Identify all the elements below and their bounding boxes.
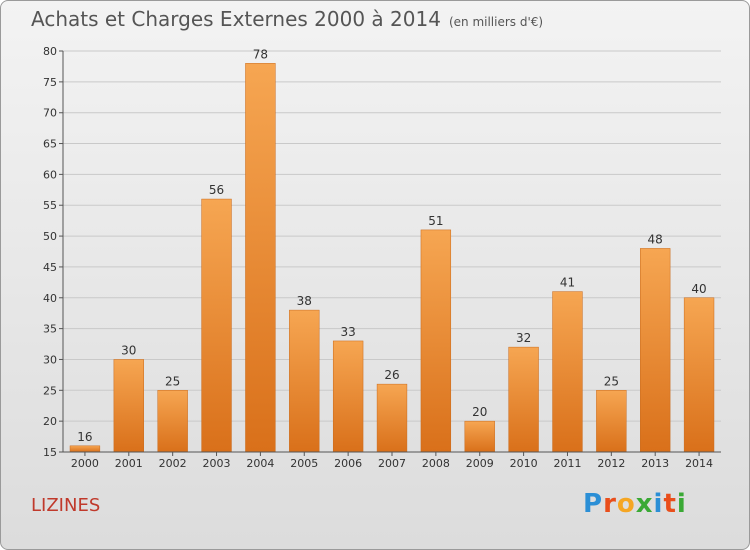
- logo-letter: i: [676, 489, 687, 519]
- x-tick-label: 2010: [510, 457, 538, 470]
- bar-value-label: 30: [121, 343, 136, 357]
- commune-name: LIZINES: [31, 495, 101, 516]
- bar-value-label: 78: [253, 47, 268, 61]
- bar-value-label: 56: [209, 183, 224, 197]
- x-tick-label: 2006: [334, 457, 362, 470]
- bar: [596, 390, 627, 453]
- bar: [69, 445, 101, 453]
- bar: [376, 383, 408, 453]
- x-tick-label: 2003: [203, 457, 231, 470]
- y-tick-label: 15: [43, 446, 57, 459]
- bar: [508, 346, 539, 453]
- bar-value-label: 26: [384, 368, 399, 382]
- x-tick-label: 2007: [378, 457, 406, 470]
- bar: [464, 420, 495, 453]
- y-tick-label: 20: [43, 415, 57, 428]
- axes: 15 20 25 30 35 40 45 50 55 60 65 70 75 80 2000 2001 2002…: [43, 45, 721, 470]
- y-tick-label: 80: [43, 45, 57, 58]
- y-tick-label: 50: [43, 230, 57, 243]
- y-tick-label: 35: [43, 323, 57, 336]
- x-tick-label: 2009: [466, 457, 494, 470]
- logo-letter: i: [653, 489, 664, 519]
- title-unit: (en milliers d'€): [448, 15, 544, 29]
- bar-value-label: 25: [165, 374, 180, 388]
- bar: [683, 297, 715, 453]
- bar-value-label: 33: [340, 325, 355, 339]
- x-tick-label: 2005: [290, 457, 318, 470]
- bar-value-label: 25: [604, 374, 619, 388]
- x-tick-label: 2000: [71, 457, 99, 470]
- bar: [113, 359, 144, 453]
- x-tick-label: 2013: [641, 457, 669, 470]
- bar: [552, 291, 583, 453]
- logo-letter: o: [616, 489, 636, 519]
- y-tick-label: 75: [43, 76, 57, 89]
- x-tick-label: 2014: [685, 457, 713, 470]
- y-tick-label: 55: [43, 199, 57, 212]
- bar-value-label: 20: [472, 405, 487, 419]
- x-tick-label: 2004: [246, 457, 274, 470]
- x-tick-label: 2008: [422, 457, 450, 470]
- bar-value-label: 16: [77, 430, 92, 444]
- bar-value-label: 40: [691, 282, 706, 296]
- logo-letter: t: [663, 489, 677, 519]
- logo-letter: P: [583, 489, 604, 519]
- bar-value-label: 51: [428, 214, 443, 228]
- x-tick-label: 2002: [159, 457, 187, 470]
- bar: [640, 248, 671, 453]
- bar: [289, 309, 320, 453]
- logo-letter: x: [635, 489, 654, 519]
- bar-value-label: 38: [297, 294, 312, 308]
- y-tick-label: 65: [43, 138, 57, 151]
- x-tick-label: 2012: [597, 457, 625, 470]
- bar: [332, 340, 364, 453]
- bar: [201, 198, 232, 453]
- x-tick-label: 2001: [115, 457, 143, 470]
- bar-value-label: 48: [648, 232, 663, 246]
- bar-value-label: 41: [560, 276, 575, 290]
- y-tick-label: 60: [43, 168, 57, 181]
- title-text: Achats et Charges Externes 2000 à 2014: [31, 7, 441, 31]
- proxiti-logo: Proxiti: [583, 489, 687, 519]
- y-tick-label: 40: [43, 292, 57, 305]
- y-tick-label: 45: [43, 261, 57, 274]
- x-tick-label: 2011: [553, 457, 581, 470]
- y-tick-label: 30: [43, 353, 57, 366]
- bar-value-label: 32: [516, 331, 531, 345]
- logo-letter: r: [603, 489, 617, 519]
- y-tick-label: 25: [43, 384, 57, 397]
- y-tick-label: 70: [43, 107, 57, 120]
- chart-title: Achats et Charges Externes 2000 à 2014 (e…: [31, 7, 543, 31]
- bars: 16 30 25 56 78 38 33 26 51 20 32 41 25 48 40: [69, 47, 715, 453]
- bar: [245, 63, 276, 453]
- bar: [420, 229, 452, 453]
- bar: [157, 390, 188, 453]
